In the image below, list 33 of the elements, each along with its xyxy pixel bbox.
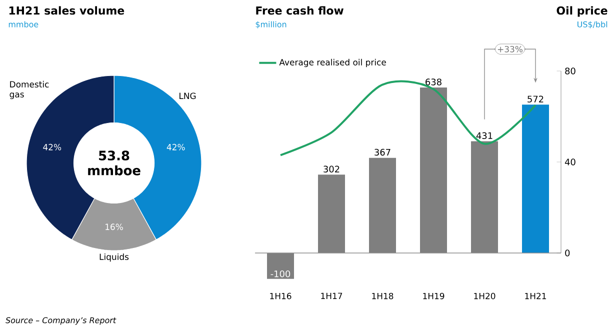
bar xyxy=(471,141,498,253)
chart-title: 1H21 sales volume xyxy=(9,6,124,15)
x-tick-label: 1H17 xyxy=(321,292,342,299)
x-tick-label: 1H21 xyxy=(525,292,546,300)
data-label: 572 xyxy=(528,96,544,102)
y2-tick-label: 0 xyxy=(565,250,570,256)
data-label: -100 xyxy=(270,270,290,278)
x-tick-label: 1H20 xyxy=(474,292,496,300)
bar xyxy=(522,104,550,253)
data-label: 42% xyxy=(43,144,62,150)
y2-tick-label: 40 xyxy=(564,158,576,166)
data-label: 42% xyxy=(166,144,185,150)
x-tick-label: 1H19 xyxy=(423,292,444,300)
slice-label: Domestic gas xyxy=(10,80,49,100)
data-label: 431 xyxy=(476,132,492,140)
legend-label: Average realised oil price xyxy=(279,58,386,68)
data-label: 367 xyxy=(374,148,390,156)
y2-axis-title: Oil price xyxy=(556,6,608,17)
data-label: 302 xyxy=(324,166,340,172)
slice-label: LNG xyxy=(180,92,196,100)
text: 53.8 mmboe xyxy=(88,150,140,176)
bar xyxy=(369,158,396,253)
bar xyxy=(267,253,294,279)
chart-title: Free cash flow xyxy=(256,6,344,15)
data-label: 16% xyxy=(106,224,123,230)
x-tick-label: 1H16 xyxy=(270,292,292,300)
x-tick-label: 1H18 xyxy=(372,292,394,300)
data-label: 638 xyxy=(426,78,442,86)
text: +33% xyxy=(498,46,522,52)
bar xyxy=(420,88,448,253)
y2-tick-label: 80 xyxy=(565,68,576,74)
slice-label: Liquids xyxy=(100,253,129,262)
bar xyxy=(318,174,346,253)
